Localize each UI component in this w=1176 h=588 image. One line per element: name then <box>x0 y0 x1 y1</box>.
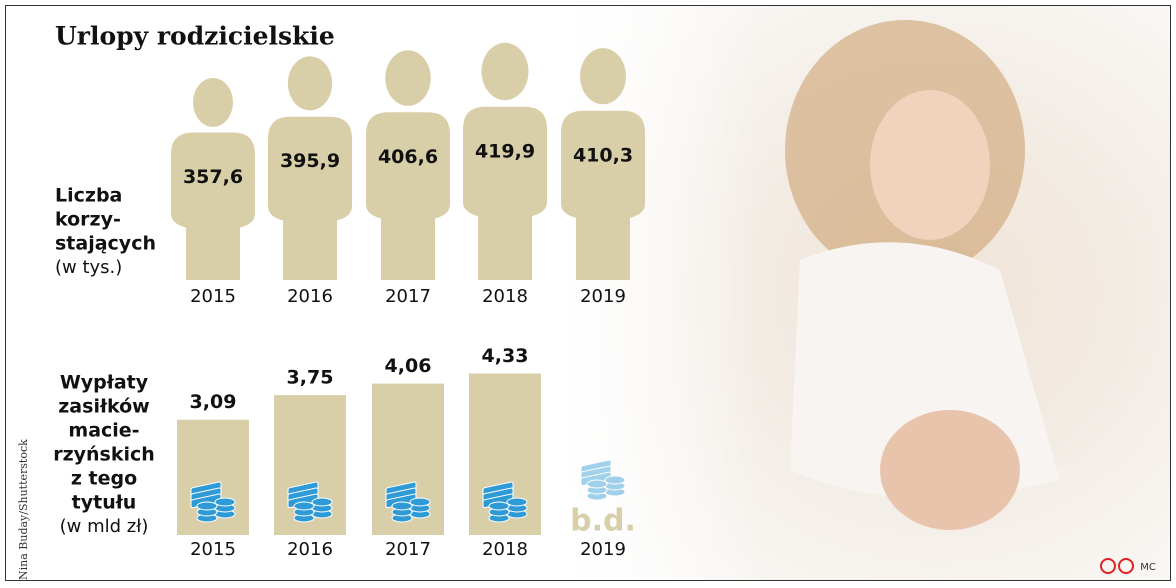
side-label: rzyńskich <box>53 444 155 466</box>
value-label: 410,3 <box>573 144 633 166</box>
coin-icon <box>190 481 236 523</box>
value-label: 357,6 <box>183 166 243 188</box>
coin <box>196 501 218 511</box>
coin <box>391 501 413 511</box>
coin <box>586 479 608 489</box>
year-label: 2017 <box>385 539 431 560</box>
title: Urlopy rodzicielskie <box>55 22 335 51</box>
coin <box>604 487 626 497</box>
side-label: zasiłków <box>58 396 149 418</box>
value-label: 419,9 <box>475 140 535 162</box>
value-label: 3,75 <box>287 367 334 389</box>
coin <box>586 491 608 501</box>
side-label: z tego <box>71 468 137 490</box>
photo-baby <box>880 410 1020 530</box>
coin-icon <box>385 481 431 523</box>
coin <box>293 501 315 511</box>
value-label: b.d. <box>570 504 636 539</box>
coin <box>506 497 528 507</box>
coin <box>409 497 431 507</box>
year-label: 2018 <box>482 539 528 560</box>
side-label: korzy- <box>55 209 121 231</box>
coin-icon <box>482 481 528 523</box>
side-label: tytułu <box>72 492 137 514</box>
person-icon <box>463 42 547 281</box>
value-label: 406,6 <box>378 146 438 168</box>
coin <box>214 497 236 507</box>
value-label: 4,06 <box>385 355 432 377</box>
year-label: 2015 <box>190 539 236 560</box>
coin-icon <box>287 481 333 523</box>
person-icon <box>268 56 352 280</box>
side-label: stających <box>55 233 156 255</box>
value-label: 3,09 <box>190 391 237 413</box>
coin <box>311 497 333 507</box>
coin <box>604 475 626 485</box>
coin <box>488 501 510 511</box>
side-label: Wypłaty <box>60 372 149 394</box>
coin <box>604 481 626 491</box>
year-label: 2018 <box>482 286 528 307</box>
banknote <box>580 459 612 475</box>
banknote <box>580 465 612 481</box>
side-label: Liczba <box>55 185 122 207</box>
photo-credit: Nina Buday/Shutterstock <box>17 439 30 580</box>
banknote <box>580 471 612 487</box>
year-label: 2019 <box>580 286 626 307</box>
person-icon <box>366 50 450 280</box>
value-label: 4,33 <box>482 345 529 367</box>
side-label: macie- <box>68 420 139 442</box>
person-icon <box>171 77 255 280</box>
year-label: 2016 <box>287 286 333 307</box>
year-label: 2017 <box>385 286 431 307</box>
frame <box>5 5 1171 581</box>
year-label: 2016 <box>287 539 333 560</box>
coin-icon <box>580 459 626 501</box>
unit-label: (w tys.) <box>55 257 122 278</box>
year-label: 2015 <box>190 286 236 307</box>
author: MC <box>1140 562 1156 573</box>
value-label: 395,9 <box>280 150 340 172</box>
unit-label: (w mld zł) <box>60 516 149 537</box>
year-label: 2019 <box>580 539 626 560</box>
coin <box>586 485 608 495</box>
copyright-icon <box>1118 558 1134 574</box>
copyright-icon <box>1100 558 1116 574</box>
photo-face <box>870 90 990 240</box>
person-icon <box>561 48 645 280</box>
